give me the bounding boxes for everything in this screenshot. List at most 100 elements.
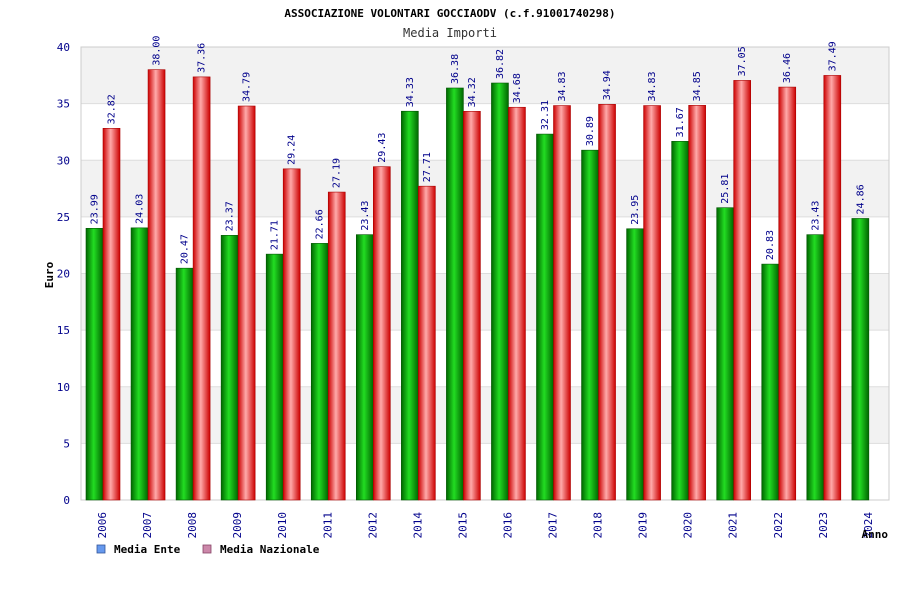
bar-media-ente-2022	[761, 263, 780, 501]
x-tick-label: 2007	[141, 512, 154, 539]
x-tick-label: 2022	[772, 512, 785, 539]
y-tick-label: 40	[57, 41, 70, 54]
x-tick-label: 2006	[96, 512, 109, 539]
bars	[85, 69, 870, 501]
legend-label-media-nazionale: Media Nazionale	[220, 543, 320, 556]
bar-media-nazionale-2022	[778, 86, 797, 501]
data-label: 23.43	[810, 201, 821, 231]
data-label: 37.36	[197, 43, 208, 73]
plot-band	[81, 273, 889, 331]
bar-media-nazionale-2019	[643, 105, 661, 501]
y-tick-label: 35	[57, 98, 70, 111]
y-tick-label: 30	[57, 154, 70, 167]
x-tick-label: 2016	[501, 512, 514, 539]
bar-media-ente-2011	[310, 243, 329, 501]
bar-media-nazionale-2007	[147, 69, 166, 501]
data-label: 27.19	[332, 158, 343, 188]
x-tick-label: 2017	[547, 512, 560, 539]
chart-title: ASSOCIAZIONE VOLONTARI GOCCIAODV (c.f.91…	[284, 7, 615, 20]
legend-swatch-media-nazionale	[202, 544, 212, 554]
bar-media-nazionale-2023	[823, 75, 842, 501]
data-label: 38.00	[152, 36, 163, 66]
bar-media-nazionale-2012	[372, 166, 391, 501]
y-tick-label: 15	[57, 324, 70, 337]
plot-band	[81, 330, 889, 387]
data-label: 34.68	[512, 73, 523, 103]
data-labels: 23.99 32.82 24.03 38.00 20.47 37.36 23.37 34.79…	[90, 36, 867, 265]
y-axis-ticks: 0 5 10 15 20 25 30 35 40	[57, 41, 70, 507]
legend-swatch-media-ente	[96, 544, 106, 554]
data-label: 37.05	[737, 46, 748, 76]
data-label: 20.47	[180, 234, 191, 264]
bar-media-nazionale-2020	[688, 105, 706, 501]
data-label: 20.83	[765, 230, 776, 260]
bar-media-nazionale-2021	[733, 80, 752, 501]
bar-media-nazionale-2018	[598, 104, 616, 501]
data-label: 34.79	[242, 72, 253, 102]
data-label: 31.67	[675, 107, 686, 137]
data-label: 23.95	[630, 195, 641, 225]
y-tick-label: 5	[63, 437, 70, 450]
data-label: 34.85	[692, 71, 703, 101]
data-label: 34.32	[467, 77, 478, 107]
data-label: 29.24	[287, 135, 298, 165]
bar-media-ente-2007	[130, 227, 149, 501]
x-tick-label: 2020	[682, 512, 695, 539]
data-label: 34.83	[557, 71, 568, 101]
data-label: 37.49	[827, 41, 838, 71]
bar-media-ente-2014	[401, 110, 419, 501]
data-label: 34.83	[647, 71, 658, 101]
y-tick-label: 10	[57, 381, 70, 394]
x-tick-label: 2018	[592, 512, 605, 539]
x-tick-label: 2012	[366, 512, 379, 539]
bar-media-ente-2021	[716, 207, 735, 501]
data-label: 25.81	[720, 174, 731, 204]
bar-media-ente-2023	[806, 234, 825, 501]
x-tick-label: 2011	[321, 512, 334, 539]
bar-media-nazionale-2009	[237, 105, 256, 501]
data-label: 27.71	[422, 152, 433, 182]
chart-subtitle: Media Importi	[403, 26, 497, 40]
x-tick-label: 2023	[817, 512, 830, 539]
x-tick-label: 2010	[276, 512, 289, 539]
bar-media-ente-2018	[581, 149, 599, 501]
bar-media-nazionale-2011	[327, 191, 346, 501]
bar-media-ente-2024	[851, 218, 870, 501]
bar-media-nazionale-2008	[192, 76, 211, 501]
bar-media-ente-2010	[265, 253, 284, 501]
bar-media-ente-2020	[671, 141, 689, 501]
bar-media-ente-2019	[626, 228, 644, 501]
bar-media-ente-2017	[536, 133, 554, 501]
data-label: 32.82	[107, 94, 118, 124]
plot-band	[81, 103, 889, 161]
plot-background	[81, 47, 889, 500]
y-tick-label: 0	[63, 494, 70, 507]
plot-band	[81, 216, 889, 274]
data-label: 23.99	[90, 194, 101, 224]
gridlines	[80, 46, 890, 501]
bar-media-nazionale-2015	[463, 111, 481, 501]
bar-media-ente-2016	[491, 82, 509, 501]
data-label: 36.38	[450, 54, 461, 84]
x-tick-label: 2019	[637, 512, 650, 539]
data-label: 32.31	[540, 100, 551, 130]
data-label: 29.43	[377, 133, 388, 163]
data-label: 22.66	[315, 209, 326, 239]
bar-media-ente-2009	[220, 235, 239, 501]
bar-media-ente-2012	[355, 234, 374, 501]
bar-media-nazionale-2017	[553, 105, 571, 501]
bar-media-nazionale-2014	[418, 185, 436, 501]
y-axis-label: Euro	[43, 261, 56, 288]
bar-media-ente-2015	[446, 87, 464, 501]
bar-media-nazionale-2016	[508, 106, 526, 501]
y-tick-label: 20	[57, 268, 70, 281]
y-tick-label: 25	[57, 211, 70, 224]
bar-media-ente-2008	[175, 267, 194, 501]
x-axis-ticks: 2006 2007 2008 2009 2010 2011 2012 2014 2015 2016…	[96, 512, 875, 539]
x-tick-label: 2009	[231, 512, 244, 539]
plot-band	[81, 443, 889, 500]
bar-media-nazionale-2010	[282, 168, 301, 501]
data-label: 24.03	[135, 194, 146, 224]
legend-label-media-ente: Media Ente	[114, 543, 181, 556]
